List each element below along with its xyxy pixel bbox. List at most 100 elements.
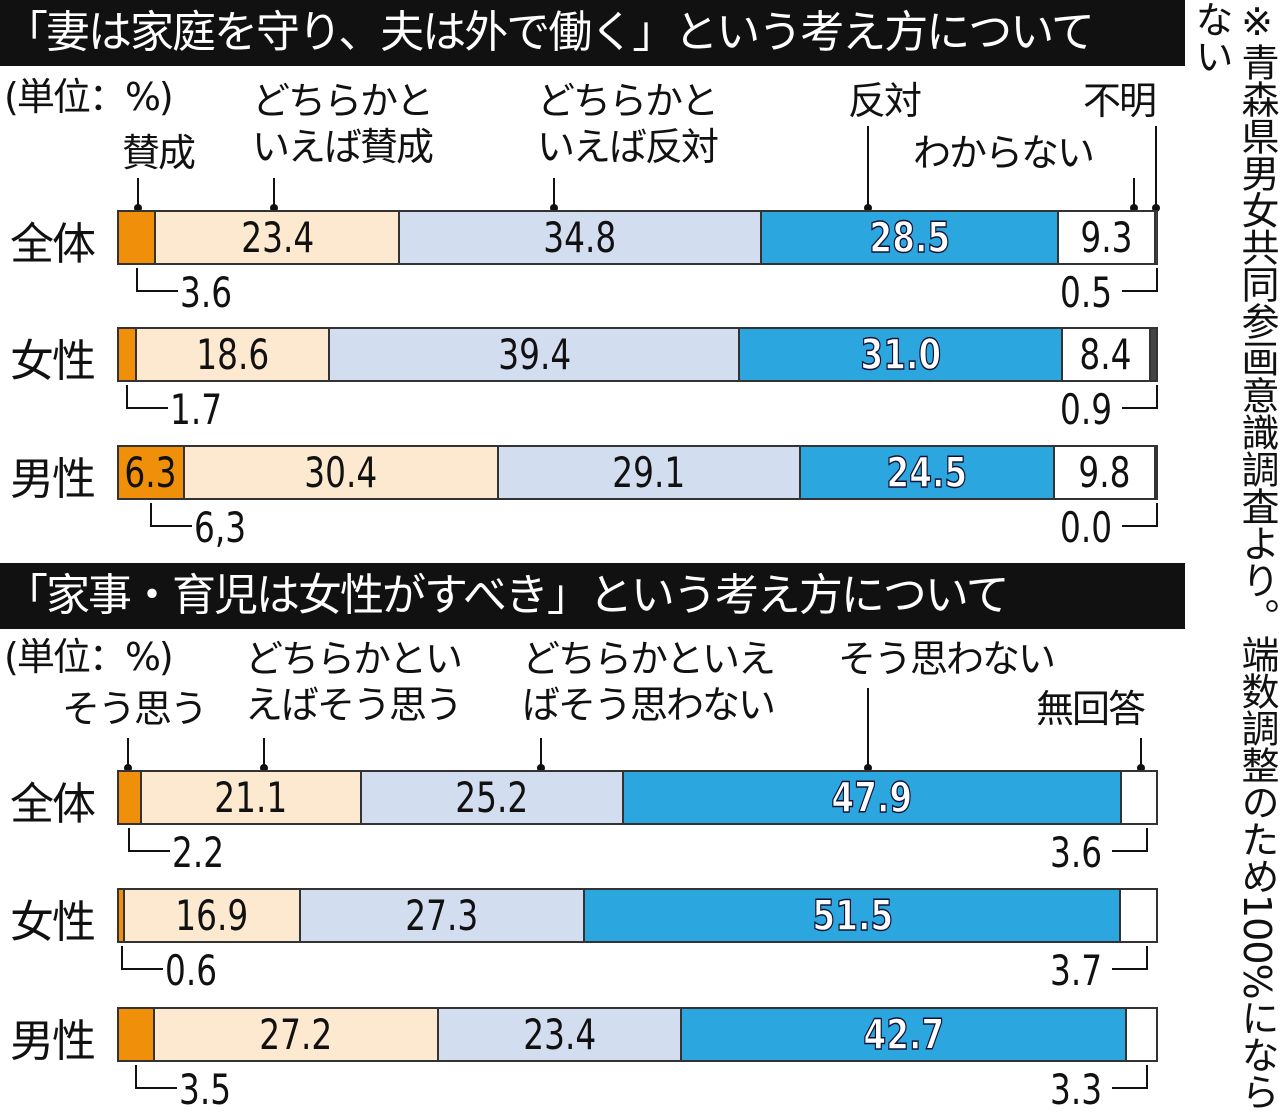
bar-segment: 9.8 <box>1055 447 1157 498</box>
bar-segment: 31.0 <box>740 329 1063 380</box>
value-label: 30.4 <box>305 448 378 497</box>
small-value-label: 3.3 <box>1050 1065 1102 1114</box>
bar-segment: 42.7 <box>682 1009 1127 1060</box>
elbow-arrow <box>1112 1065 1148 1089</box>
value-label: 8.4 <box>1080 330 1132 379</box>
value-label: 9.8 <box>1078 448 1130 497</box>
legend-label: どちらかと いえば賛成 <box>252 78 432 170</box>
legend-label: どちらかと いえば反対 <box>537 78 717 170</box>
legend-label: どちらかといえ ばそう思わない <box>522 636 774 728</box>
value-label: 25.2 <box>455 773 528 822</box>
legend-label: 不明 <box>1083 78 1155 124</box>
category-label: 女性 <box>10 325 94 389</box>
legend-label: 無回答 <box>1036 686 1144 732</box>
bar-segment: 25.2 <box>362 772 624 823</box>
bar-segment: 23.4 <box>156 212 400 263</box>
bar-segment: 23.4 <box>439 1009 683 1060</box>
value-label: 16.9 <box>176 891 249 940</box>
leader-line <box>867 688 869 768</box>
small-value-label: 1.7 <box>170 385 222 434</box>
bar-segment: 9.3 <box>1059 212 1156 263</box>
stacked-bar: 27.2 23.4 42.7 <box>117 1007 1158 1062</box>
bar-segment: 30.4 <box>185 447 500 498</box>
bar-segment <box>1121 890 1156 941</box>
bar-segment: 27.3 <box>301 890 585 941</box>
bar-segment <box>119 212 156 263</box>
legend-label: 反対 <box>848 78 920 124</box>
bar-segment <box>1127 1009 1156 1060</box>
bar-segment: 24.5 <box>801 447 1055 498</box>
bar-segment: 29.1 <box>499 447 800 498</box>
source-note: ※青森県男女共同参画意識調査より。端数調整のため100%にならない <box>1188 0 1280 1113</box>
value-label: 51.5 <box>812 891 893 940</box>
value-label: 6.3 <box>125 448 177 497</box>
value-label: 42.7 <box>863 1010 944 1059</box>
value-label: 9.3 <box>1080 213 1132 262</box>
stacked-bar: 21.1 25.2 47.9 <box>117 770 1158 825</box>
category-label: 男性 <box>10 1005 94 1069</box>
legend-label: そう思わない <box>838 636 1054 682</box>
bar-segment <box>119 329 137 380</box>
small-value-label: 2.2 <box>172 828 224 877</box>
elbow-arrow <box>128 828 170 852</box>
bar-segment: 18.6 <box>137 329 331 380</box>
category-label: 全体 <box>10 208 94 272</box>
value-label: 47.9 <box>832 773 913 822</box>
bar-segment: 16.9 <box>125 890 301 941</box>
bar-segment: 34.8 <box>400 212 762 263</box>
legend-label: どちらかとい えばそう思う <box>245 636 461 728</box>
bar-segment: 6.3 <box>119 447 185 498</box>
value-label: 31.0 <box>860 330 941 379</box>
small-value-label: 3.7 <box>1050 946 1102 995</box>
value-label: 27.2 <box>260 1010 333 1059</box>
stacked-bar: 23.4 34.8 28.5 9.3 <box>117 210 1158 265</box>
bar-segment: 8.4 <box>1063 329 1150 380</box>
chart-title: 「妻は家庭を守り、夫は外で働く」という考え方について <box>0 0 1185 66</box>
small-value-label: 0.9 <box>1060 385 1112 434</box>
bar-segment: 39.4 <box>330 329 740 380</box>
bar-segment: 28.5 <box>762 212 1059 263</box>
value-label: 23.4 <box>523 1010 596 1059</box>
elbow-arrow <box>1112 828 1148 852</box>
stacked-bar: 16.9 27.3 51.5 <box>117 888 1158 943</box>
value-label: 24.5 <box>886 448 967 497</box>
value-label: 23.4 <box>241 213 314 262</box>
small-value-label: 0.0 <box>1060 503 1112 552</box>
bar-segment <box>119 772 142 823</box>
bar-segment: 51.5 <box>585 890 1121 941</box>
elbow-arrow <box>1122 385 1158 409</box>
leader-line <box>1155 126 1157 208</box>
value-label: 28.5 <box>869 213 950 262</box>
bar-segment: 47.9 <box>624 772 1123 823</box>
elbow-arrow <box>136 268 178 292</box>
legend-label: わからない <box>913 130 1093 176</box>
chart-title: 「家事・育児は女性がすべき」という考え方について <box>0 563 1185 629</box>
legend-label: 賛成 <box>122 130 194 176</box>
elbow-arrow <box>126 385 168 409</box>
unit-label: (単位：%) <box>4 634 172 680</box>
small-value-label: 0.6 <box>165 946 217 995</box>
small-value-label: 6,3 <box>194 503 246 552</box>
small-value-label: 3.6 <box>180 268 232 317</box>
bar-segment: 21.1 <box>142 772 362 823</box>
elbow-arrow <box>1122 503 1158 527</box>
category-label: 女性 <box>10 886 94 950</box>
elbow-arrow <box>135 1065 177 1089</box>
leader-line <box>867 126 869 208</box>
value-label: 18.6 <box>196 330 269 379</box>
value-label: 29.1 <box>613 448 686 497</box>
elbow-arrow <box>121 946 163 970</box>
unit-label: (単位：%) <box>4 74 172 120</box>
category-label: 男性 <box>10 443 94 507</box>
bar-segment: 27.2 <box>155 1009 438 1060</box>
category-label: 全体 <box>10 768 94 832</box>
elbow-arrow <box>150 503 192 527</box>
elbow-arrow <box>1112 946 1148 970</box>
legend-label: そう思う <box>62 686 206 732</box>
bar-segment <box>1122 772 1155 823</box>
elbow-arrow <box>1122 268 1158 292</box>
bar-segment <box>1151 329 1156 380</box>
value-label: 21.1 <box>214 773 287 822</box>
stacked-bar: 6.3 30.4 29.1 24.5 9.8 <box>117 445 1158 500</box>
value-label: 34.8 <box>544 213 617 262</box>
